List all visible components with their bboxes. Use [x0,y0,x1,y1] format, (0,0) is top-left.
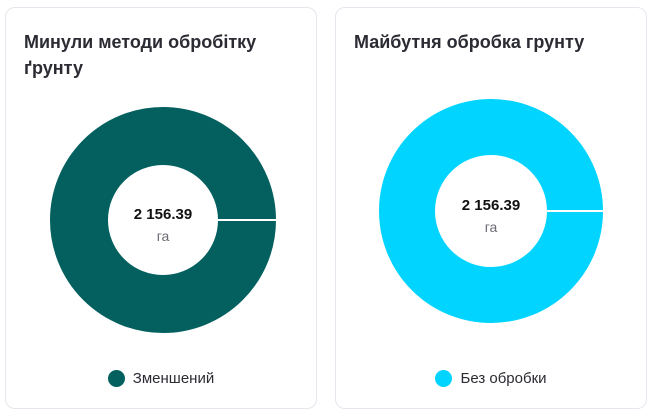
donut-chart[interactable]: 2 156.39 га [379,99,603,323]
legend-dot-icon [435,370,453,387]
card-title: Майбутня обробка грунту [354,32,585,52]
center-unit: га [157,228,170,244]
legend-label[interactable]: Без обробки [460,370,547,387]
donut-chart[interactable]: 2 156.39 га [50,107,276,333]
center-total-value: 2 156.39 [134,206,192,223]
card-title: Минули методи обробітку ґрунту [24,32,257,78]
legend-label[interactable]: Зменшений [132,370,215,387]
center-unit: га [485,219,498,235]
legend: Без обробки [336,370,646,387]
legend: Зменшений [6,370,316,387]
future-tillage-card: Майбутня обробка грунту 2 156.39 га Без … [335,7,647,409]
legend-dot-icon [107,370,125,387]
past-tillage-card: Минули методи обробітку ґрунту 2 156.39 … [5,7,317,409]
center-total-value: 2 156.39 [462,197,520,214]
